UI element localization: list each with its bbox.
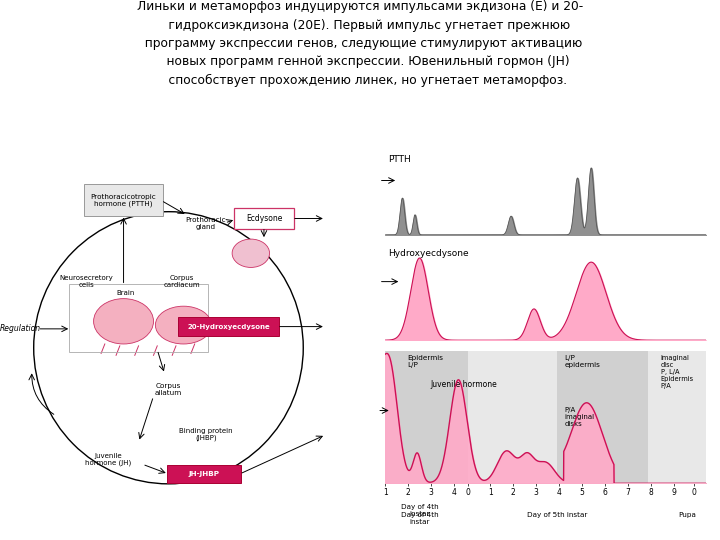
FancyBboxPatch shape [234, 208, 294, 228]
Text: Prothoracic
gland: Prothoracic gland [186, 217, 226, 230]
Bar [649, 351, 706, 483]
Text: Brain: Brain [116, 290, 135, 296]
Text: Ecdysone: Ecdysone [246, 214, 282, 223]
Text: 20-Hydroxyecdysone: 20-Hydroxyecdysone [187, 323, 270, 329]
FancyBboxPatch shape [84, 184, 163, 217]
Ellipse shape [94, 299, 153, 344]
Bar [557, 351, 649, 483]
Ellipse shape [232, 239, 269, 267]
Text: Day of 5th instar: Day of 5th instar [526, 512, 587, 518]
Bar [385, 351, 467, 483]
Text: P/A
imaginal
disks: P/A imaginal disks [564, 407, 595, 427]
Text: L/P
epidermis: L/P epidermis [564, 355, 600, 368]
FancyBboxPatch shape [179, 317, 279, 336]
Text: Imaginal
disc
P, L/A
Epidermis
P/A: Imaginal disc P, L/A Epidermis P/A [661, 355, 694, 389]
Text: Juvenile
hormone (JH): Juvenile hormone (JH) [86, 453, 132, 466]
Text: Prothoracicotropic
hormone (PTTH): Prothoracicotropic hormone (PTTH) [91, 193, 156, 207]
Bar [467, 351, 557, 483]
Text: Corpus
allatum: Corpus allatum [155, 383, 182, 396]
Ellipse shape [156, 306, 212, 344]
Text: Hydroxyecdysone: Hydroxyecdysone [388, 248, 469, 258]
Text: Pupa: Pupa [678, 512, 696, 518]
Text: Линьки и метаморфоз индуцируются импульсами экдизона (Е) и 20-
     гидроксиэкди: Линьки и метаморфоз индуцируются импульс… [137, 0, 583, 87]
Text: PTTH: PTTH [388, 156, 411, 164]
FancyBboxPatch shape [167, 464, 241, 483]
Text: Juvenile hormone: Juvenile hormone [430, 380, 497, 389]
Text: Day of 4th
instar: Day of 4th instar [401, 504, 438, 517]
Text: Day of 4th
instar: Day of 4th instar [401, 512, 438, 525]
Text: JH-JHBP: JH-JHBP [189, 471, 220, 477]
Text: Regulation: Regulation [0, 325, 41, 333]
Text: Binding protein
(JHBP): Binding protein (JHBP) [179, 428, 233, 442]
Text: Corpus
cardiacum: Corpus cardiacum [163, 275, 200, 288]
Text: Epidermis
L/P: Epidermis L/P [408, 355, 444, 368]
Text: Neurosecretory
cells: Neurosecretory cells [59, 275, 113, 288]
